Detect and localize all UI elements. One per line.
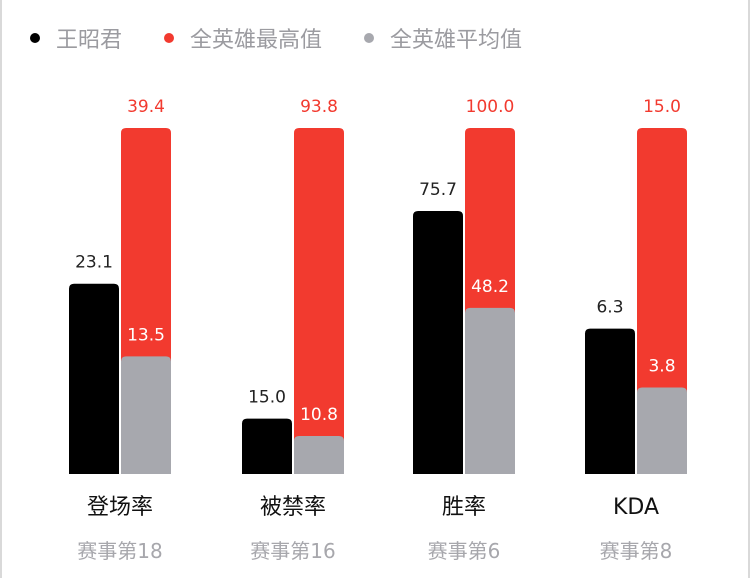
category-rank-1: 赛事第16 xyxy=(250,539,335,563)
label-player-3: 6.3 xyxy=(596,298,623,318)
category-label-3: KDA xyxy=(613,495,659,520)
label-player-0: 23.1 xyxy=(75,253,113,273)
label-max-2: 100.0 xyxy=(466,97,515,117)
legend-dot-player xyxy=(30,33,40,43)
label-average-0: 13.5 xyxy=(127,325,165,345)
legend-label-player: 王昭君 xyxy=(56,28,123,53)
bar-average-0 xyxy=(121,356,171,474)
bar-player-0 xyxy=(69,283,119,474)
label-player-2: 75.7 xyxy=(419,180,457,200)
legend-item-player: 王昭君 xyxy=(30,22,122,54)
bar-player-3 xyxy=(585,328,635,474)
category-label-2: 胜率 xyxy=(442,495,486,520)
legend-label-max: 全英雄最高值 xyxy=(190,28,323,53)
bar-average-2 xyxy=(465,307,515,474)
legend: 王昭君 全英雄最高值 全英雄平均值 xyxy=(30,18,564,58)
bar-player-2 xyxy=(413,211,463,475)
category-rank-0: 赛事第18 xyxy=(77,539,162,563)
label-average-2: 48.2 xyxy=(471,277,509,297)
label-max-1: 93.8 xyxy=(300,97,338,117)
bar-player-1 xyxy=(242,418,292,474)
label-max-0: 39.4 xyxy=(127,97,165,117)
legend-dot-average xyxy=(364,33,375,43)
category-label-0: 登场率 xyxy=(87,495,153,520)
category-rank-3: 赛事第8 xyxy=(600,539,673,563)
legend-dot-max xyxy=(164,33,175,43)
legend-item-average: 全英雄平均值 xyxy=(364,22,522,54)
bar-average-1 xyxy=(294,435,344,474)
legend-item-max: 全英雄最高值 xyxy=(164,22,322,54)
label-max-3: 15.0 xyxy=(643,97,681,117)
legend-label-average: 全英雄平均值 xyxy=(390,28,523,53)
category-label-1: 被禁率 xyxy=(260,495,326,520)
category-rank-2: 赛事第6 xyxy=(428,539,501,563)
bar-max-1 xyxy=(294,128,344,474)
label-average-3: 3.8 xyxy=(648,357,675,377)
label-average-1: 10.8 xyxy=(300,405,338,425)
bar-average-3 xyxy=(637,387,687,474)
label-player-1: 15.0 xyxy=(248,388,286,408)
